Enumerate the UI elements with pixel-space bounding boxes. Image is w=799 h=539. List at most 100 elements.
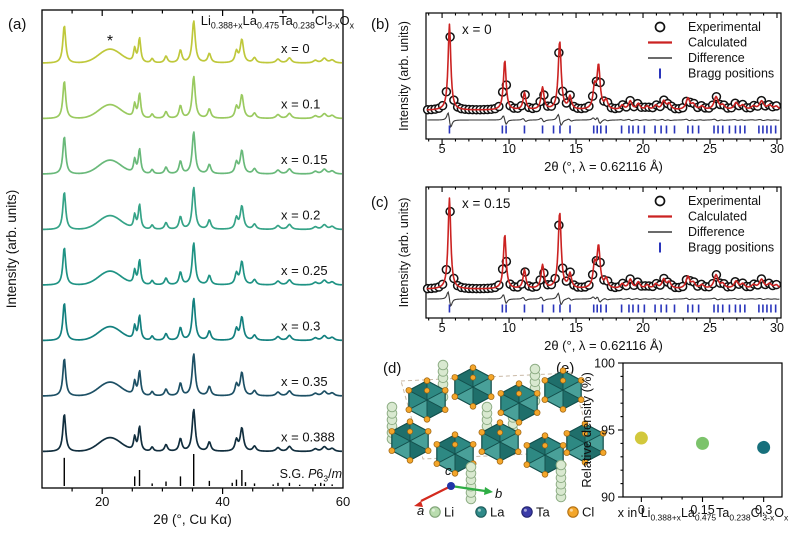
- panel-frame: [425, 186, 782, 319]
- curve-label: x = 0.3: [281, 319, 320, 334]
- atom-legend-label: Cl: [582, 505, 594, 520]
- cl-atom: [496, 458, 504, 465]
- cl-atom: [478, 429, 486, 436]
- lacl-polyhedron: [405, 377, 449, 423]
- panel-e-frame: [622, 362, 783, 498]
- lacl-polyhedron: [523, 432, 567, 478]
- cl-atom: [541, 432, 549, 439]
- cl-atom: [516, 390, 522, 397]
- density-point-x-0.3: [757, 440, 771, 454]
- y-axis-label: Intensity (arb. units): [397, 198, 411, 308]
- x-tick-label: 10: [502, 321, 516, 335]
- cl-atom: [424, 428, 432, 435]
- cl-atom: [423, 416, 431, 423]
- lacl-polyhedron: [388, 418, 432, 464]
- legend-label: Bragg positions: [688, 67, 774, 81]
- a-axis-arrow: [420, 485, 452, 502]
- cl-atom: [405, 387, 413, 394]
- x-tick-label: 5: [439, 142, 446, 156]
- c-axis-dot: [447, 482, 455, 490]
- atom-legend-label: Ta: [536, 505, 551, 520]
- cl-atom: [433, 460, 441, 467]
- x-tick-label: 30: [770, 142, 784, 156]
- panel-b-label: (b): [371, 16, 390, 33]
- cl-atom: [423, 377, 431, 384]
- curve-label: x = 0.15: [281, 152, 328, 167]
- cl-atom: [515, 380, 523, 387]
- legend-label: Calculated: [688, 36, 747, 50]
- cl-atom: [451, 470, 459, 477]
- cl-atom: [469, 364, 477, 371]
- legend-circle-marker: [654, 195, 666, 207]
- x-tick-label: 20: [636, 321, 650, 335]
- x-tick-label: 60: [336, 494, 350, 509]
- li-column: [465, 461, 477, 505]
- li-column: [555, 459, 567, 503]
- x-axis-label: 2θ (°, Cu Kα): [153, 512, 231, 527]
- a-axis-arrowhead: [414, 501, 423, 507]
- atom-legend-label: La: [490, 505, 505, 520]
- cl-atom: [533, 390, 541, 397]
- cl-atom: [487, 374, 495, 381]
- curve-label: x = 0: [281, 41, 310, 56]
- cl-atom: [582, 430, 588, 437]
- cl-atom: [497, 429, 503, 436]
- ta-legend-sphere: [521, 506, 533, 518]
- cl-atom: [451, 431, 459, 438]
- lacl-polyhedron: [497, 380, 541, 426]
- legend-label: Difference: [688, 51, 745, 65]
- li-legend-sphere: [429, 506, 441, 518]
- composition-annotation: x = 0: [462, 22, 492, 37]
- xrd-curve-x=0.15: [42, 131, 343, 175]
- density-point-x-0.15: [696, 436, 709, 450]
- cl-atom: [441, 387, 449, 394]
- cl-atom: [541, 471, 549, 478]
- cl-atom: [497, 390, 505, 397]
- cl-atom: [388, 428, 396, 435]
- xrd-curve-x=0.25: [42, 242, 343, 286]
- atom-legend-label: Li: [444, 505, 454, 520]
- difference-curve: [427, 290, 780, 308]
- panel-d-structure: a b c Li La Ta Cl: [386, 359, 607, 520]
- y-tick-label: 95: [601, 424, 615, 438]
- cl-atom: [441, 406, 449, 413]
- panel-e-plot: 90 95 100 0 0.15 0.3 Relative density (%): [579, 357, 783, 517]
- panel-d-label: (d): [383, 360, 402, 377]
- cl-atom: [599, 449, 607, 456]
- cl-atom: [533, 409, 541, 416]
- panel-e-xlabel-formula: x in Li0.388+xLa0.475Ta0.238Cl3-xOx: [617, 506, 789, 523]
- lacl-polyhedron: [563, 420, 607, 466]
- cl-atom: [424, 447, 432, 454]
- difference-curve: [427, 111, 780, 129]
- li-atom: [529, 363, 541, 375]
- cl-atom: [405, 406, 413, 413]
- li-atom: [386, 401, 398, 413]
- cl-atom: [563, 430, 571, 437]
- legend-label: Experimental: [688, 20, 761, 34]
- cl-atom: [469, 403, 477, 410]
- lacl-polyhedron: [478, 419, 522, 465]
- x-tick-label: 10: [502, 142, 516, 156]
- li-atom: [481, 401, 493, 413]
- lacl-polyhedron: [451, 364, 495, 410]
- y-axis-label: Relative density (%): [579, 372, 594, 488]
- xrd-curve-x=0.35: [42, 353, 343, 397]
- li-atom: [437, 359, 449, 371]
- cl-atom: [388, 447, 396, 454]
- sphere-highlight: [477, 508, 481, 512]
- panel-c-label: (c): [371, 194, 389, 211]
- curve-label: x = 0.2: [281, 208, 320, 223]
- cl-atom: [541, 396, 549, 403]
- cl-atom: [581, 420, 589, 427]
- curve-label: x = 0.388: [281, 430, 335, 445]
- sphere-highlight: [523, 508, 527, 512]
- panel-a-title-formula: Li0.388+xLa0.475Ta0.238Cl3-xOx: [200, 13, 354, 31]
- panel-frame: [425, 12, 782, 140]
- x-tick-label: 30: [770, 321, 784, 335]
- b-axis-arrowhead: [484, 487, 493, 495]
- cl-atom: [497, 409, 505, 416]
- composition-annotation: x = 0.15: [462, 196, 510, 211]
- x-tick-label: 0: [638, 503, 645, 517]
- cl-atom: [577, 377, 585, 384]
